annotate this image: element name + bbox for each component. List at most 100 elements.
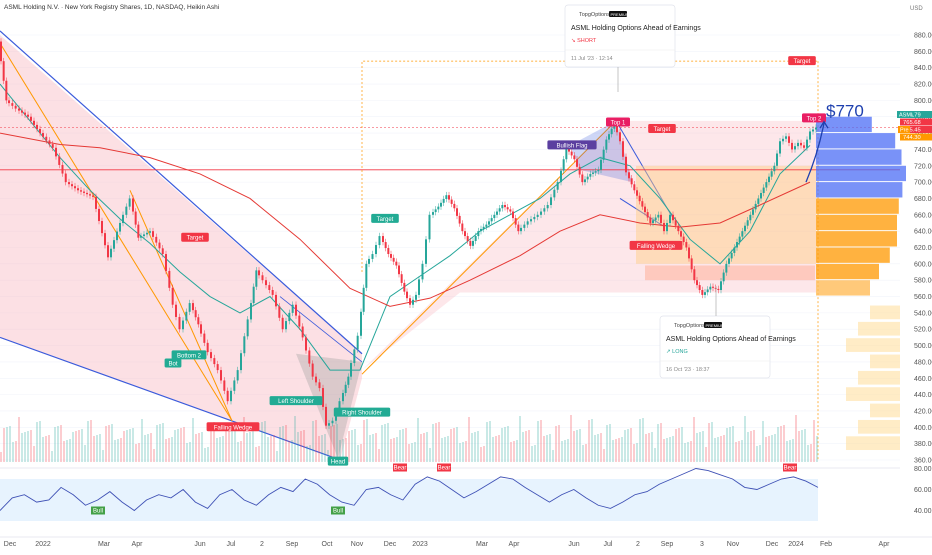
volume-bar — [678, 428, 680, 462]
volume-bar — [648, 433, 650, 462]
x-tick-label: Sep — [661, 541, 674, 548]
candle — [560, 170, 562, 183]
candle — [480, 228, 482, 232]
candle — [182, 320, 184, 330]
volume-bar — [96, 435, 98, 462]
volume-bar — [177, 429, 179, 462]
volume-bar — [414, 442, 416, 462]
candle — [746, 220, 749, 226]
y-tick-label: 820.00 — [914, 82, 932, 89]
rise-line — [361, 120, 617, 375]
volume-bar — [168, 438, 170, 462]
volume-bar — [186, 443, 188, 462]
x-tick-label: Jun — [194, 541, 205, 548]
volume-bar — [612, 440, 614, 462]
candle — [14, 105, 17, 109]
volume-profile-bar — [846, 387, 900, 401]
volume-bar — [234, 426, 236, 462]
candle — [116, 231, 118, 241]
volume-bar — [501, 428, 503, 462]
candle — [36, 124, 38, 129]
volume-bar — [489, 421, 491, 462]
candle — [773, 165, 776, 172]
label-text: Right Shoulder — [342, 411, 382, 417]
volume-bar — [288, 441, 290, 462]
pattern-label: Bottom 2 — [171, 350, 207, 360]
volume-bar — [150, 433, 152, 462]
volume-bar — [774, 434, 776, 462]
x-tick-label: Mar — [98, 541, 111, 548]
candle — [338, 401, 341, 411]
candle — [83, 191, 85, 193]
volume-bar — [705, 447, 707, 462]
candle — [104, 233, 106, 246]
candle — [815, 127, 817, 130]
candle — [608, 134, 610, 140]
idea-card[interactable]: TopgOptions PREMIUM ASML Holding Options A… — [564, 4, 701, 68]
candle — [240, 353, 242, 371]
candle — [490, 218, 493, 222]
label-box — [371, 213, 399, 223]
volume-bar — [768, 436, 770, 462]
channel-upper-line — [0, 30, 363, 355]
candle — [92, 195, 94, 197]
candle — [693, 269, 696, 281]
volume-bar — [351, 430, 353, 462]
idea-card[interactable]: TopgOptions PREMIUM ASML Holding Options A… — [659, 315, 796, 379]
candle — [425, 239, 427, 264]
candle — [690, 258, 693, 270]
volume-bar — [810, 444, 812, 462]
rsi-bear-label: Bear — [437, 463, 451, 472]
label-text: Bear — [784, 466, 797, 472]
y-tick-label: 560.00 — [914, 294, 932, 301]
volume-bar — [654, 448, 656, 462]
candle — [128, 198, 131, 207]
volume-bar — [471, 433, 473, 462]
volume-bar — [708, 423, 710, 462]
candle — [378, 236, 381, 246]
volume-bar — [342, 439, 344, 462]
candle — [677, 225, 680, 232]
volume-bar — [495, 436, 497, 462]
candle — [365, 263, 368, 288]
volume-bar — [702, 431, 704, 462]
volume-bar — [402, 429, 404, 462]
candle — [550, 197, 552, 205]
pattern-label: Target — [648, 123, 676, 133]
volume-bar — [171, 437, 173, 462]
volume-bar — [246, 433, 248, 462]
volume-bar — [309, 445, 311, 462]
candle — [285, 321, 287, 330]
volume-bar — [438, 422, 440, 462]
candle — [344, 384, 347, 393]
volume-bar — [6, 427, 8, 462]
volume-bar — [540, 420, 542, 462]
x-tick-label: Feb — [820, 541, 832, 548]
volume-bar — [561, 441, 563, 462]
candle — [194, 310, 197, 318]
x-tick-label: 2024 — [788, 541, 804, 548]
volume-bar — [474, 432, 476, 462]
wedge-line — [129, 190, 233, 421]
x-tick-label: Apr — [509, 541, 521, 548]
candle — [530, 219, 532, 222]
idea-title: ASML Holding Options Ahead of Earnings — [666, 336, 796, 343]
volume-bar — [696, 433, 698, 462]
candle — [8, 100, 10, 104]
volume-profile-bar — [816, 280, 870, 296]
candle — [356, 335, 359, 350]
candle — [698, 285, 701, 290]
candle — [278, 306, 281, 318]
rsi-bear-label: Bear — [783, 463, 797, 472]
candle — [765, 182, 768, 188]
candle — [485, 224, 488, 227]
volume-bar — [591, 419, 593, 462]
candle — [223, 380, 226, 391]
pattern-label: Bot — [164, 358, 182, 368]
volume-bar — [468, 417, 470, 462]
volume-bar — [519, 416, 521, 462]
volume-profile-bar — [870, 354, 900, 369]
volume-bar — [672, 436, 674, 462]
candle — [573, 155, 576, 160]
